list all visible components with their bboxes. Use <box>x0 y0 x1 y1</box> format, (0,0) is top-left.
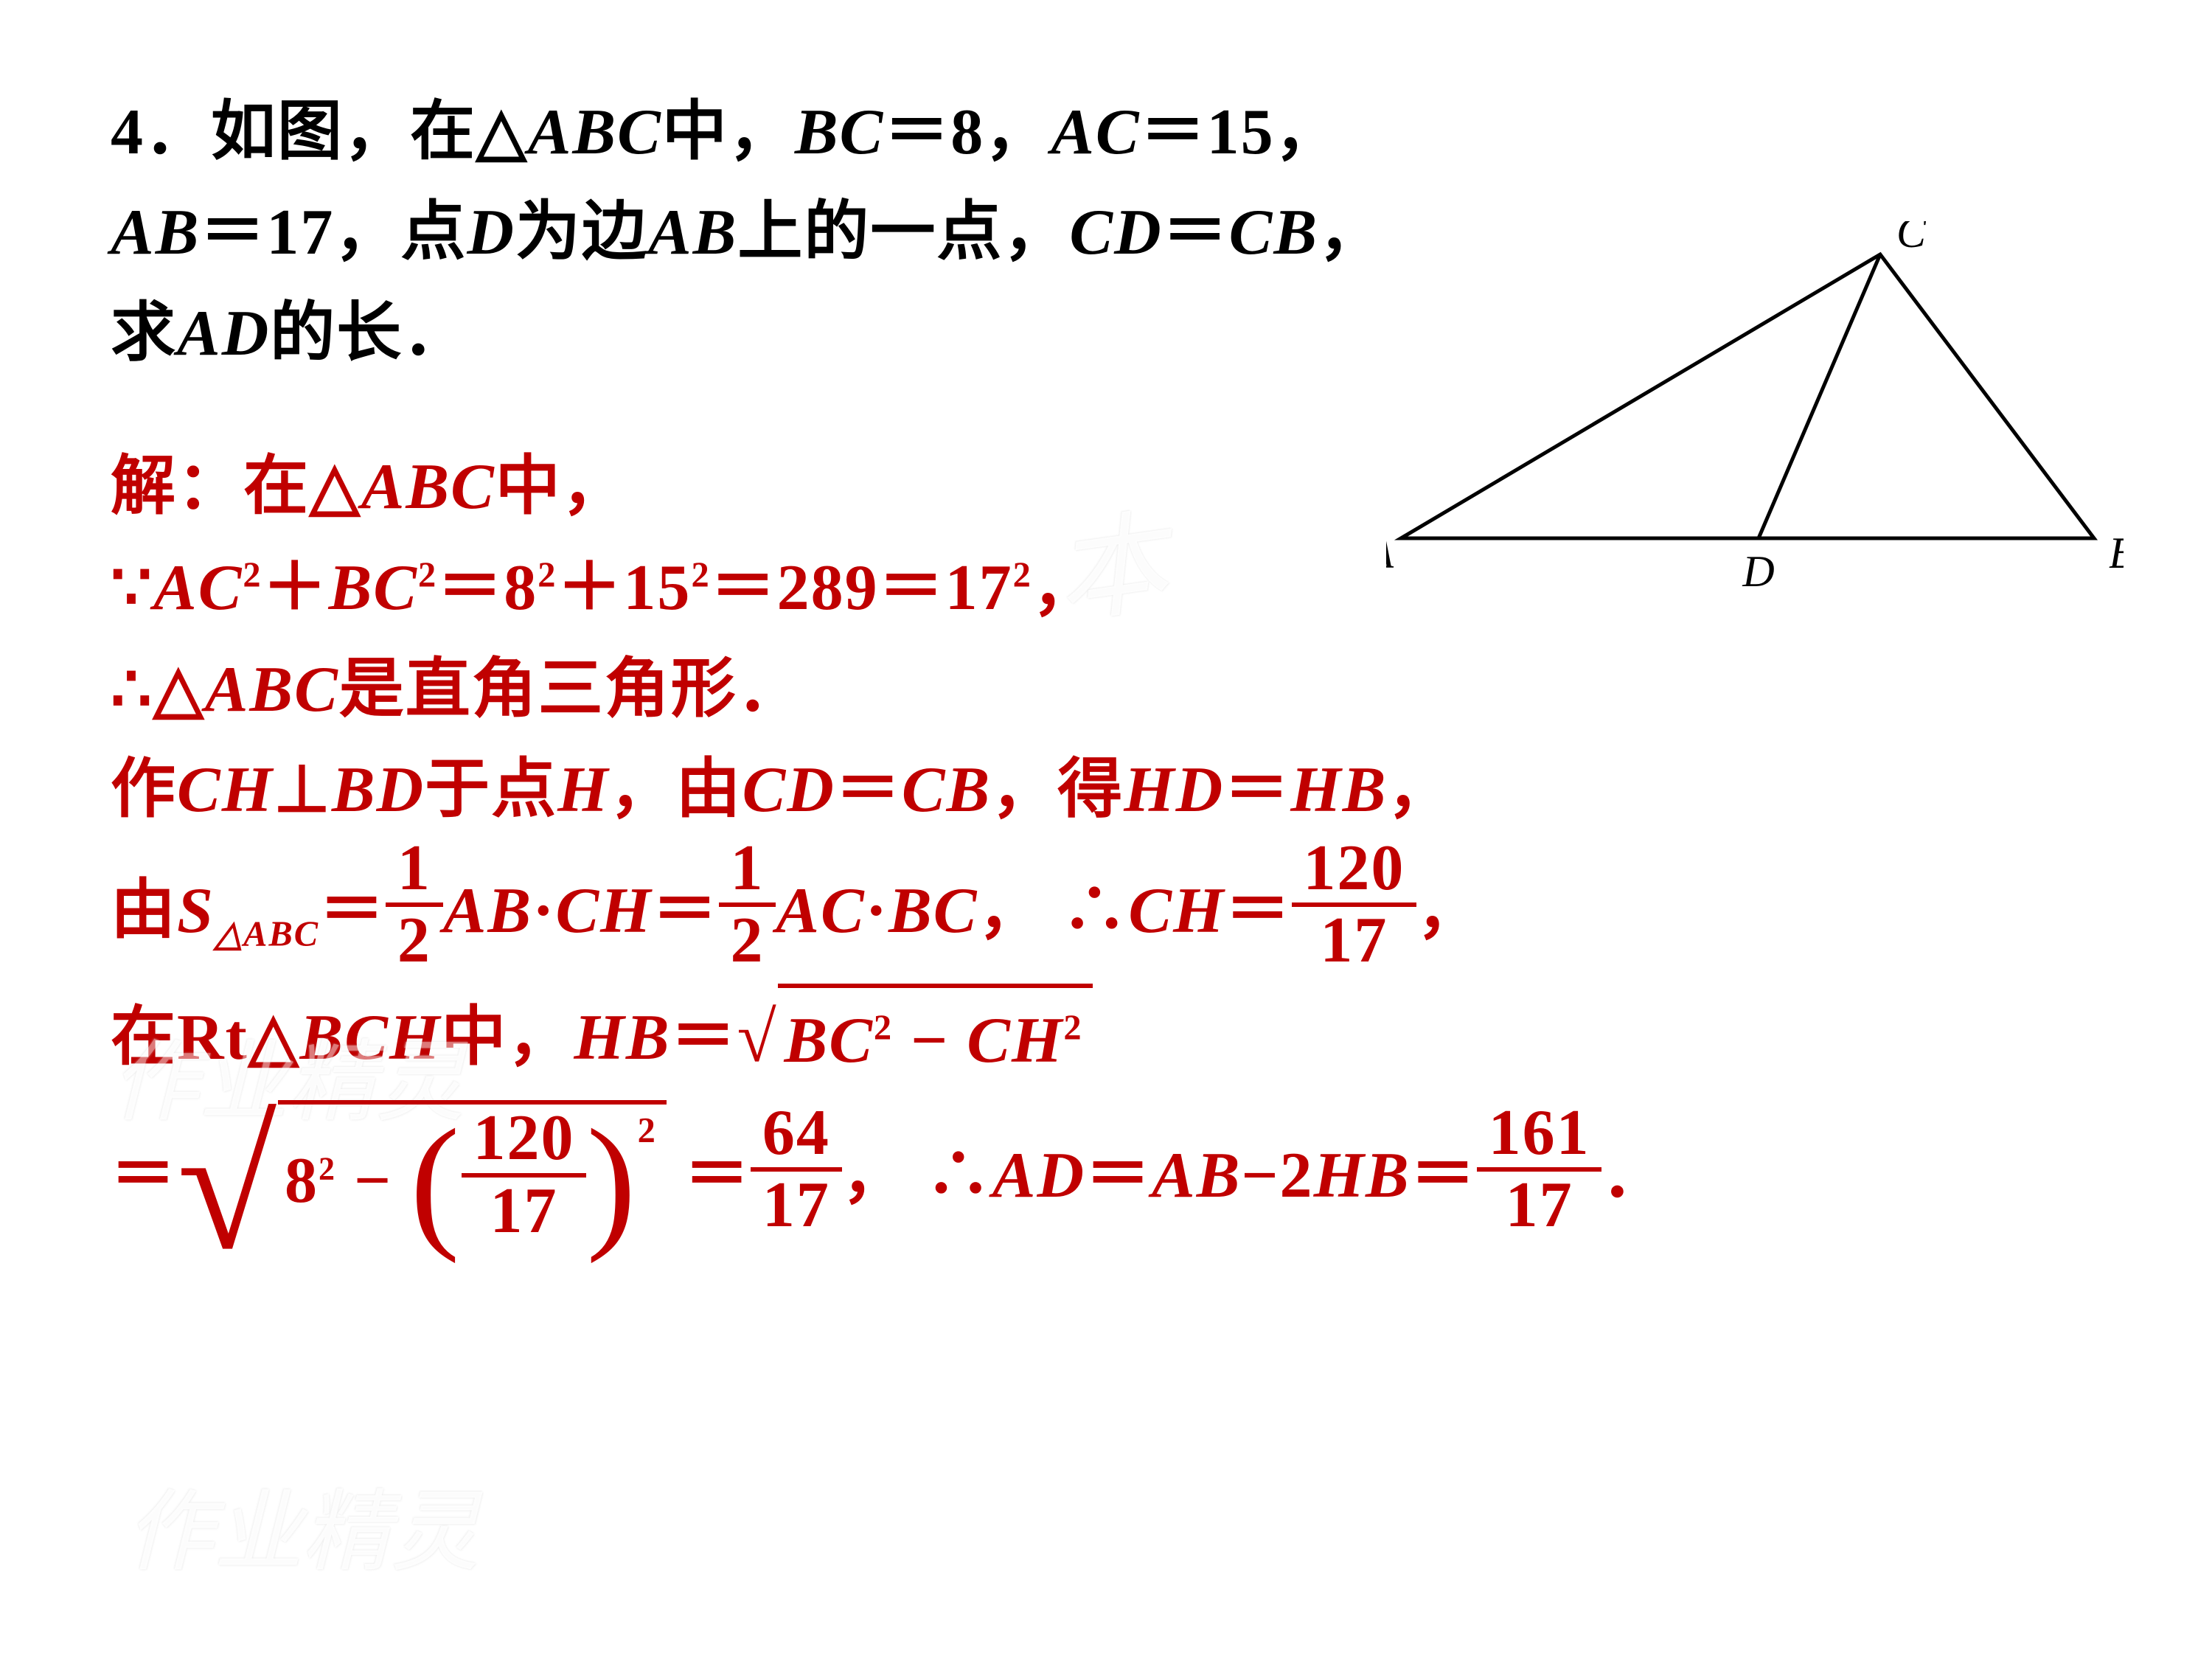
solution-line-3: ∴△ABC是直角三角形． <box>111 639 2101 740</box>
watermark: 作业精灵 <box>125 1460 479 1588</box>
label-d: D <box>1742 547 1774 590</box>
label-c: C <box>1896 221 1927 257</box>
fraction-hb: 6417 <box>751 1099 842 1240</box>
sqrt-2: √ 82 − ( 12017 ) 2 <box>177 1100 667 1252</box>
fraction-inner: 12017 <box>462 1105 587 1245</box>
diagram-svg: A B C D <box>1386 221 2124 590</box>
solution-line-6: 在Rt△BCH中，HB＝ √BC2 − CH2 <box>111 982 2101 1093</box>
fraction-ch: 12017 <box>1292 835 1417 975</box>
sqrt-1: √BC2 − CH2 <box>737 982 1093 1093</box>
fraction-half-1: 12 <box>386 835 443 975</box>
solution-line-4: 作CH⊥BD于点H，由CD＝CB，得HD＝HB， <box>111 740 2101 841</box>
fraction-ad: 16117 <box>1477 1099 1602 1240</box>
label-b: B <box>2109 529 2124 577</box>
label-a: A <box>1386 529 1394 577</box>
problem-number: 4． <box>111 97 211 168</box>
solution-line-5: 由S△ABC＝ 12 AB·CH＝ 12 AC·BC， ∴CH＝ 12017 ， <box>111 841 2101 982</box>
fraction-half-2: 12 <box>719 835 776 975</box>
problem-line-1: 4．如图，在△ABC中，BC＝8，AC＝15， <box>111 81 2101 183</box>
solution-line-7: ＝ √ 82 − ( 12017 ) 2 ＝ 6417 ， ∴AD＝AB−2HB… <box>111 1100 2101 1252</box>
triangle-diagram: A B C D <box>1386 221 2124 590</box>
